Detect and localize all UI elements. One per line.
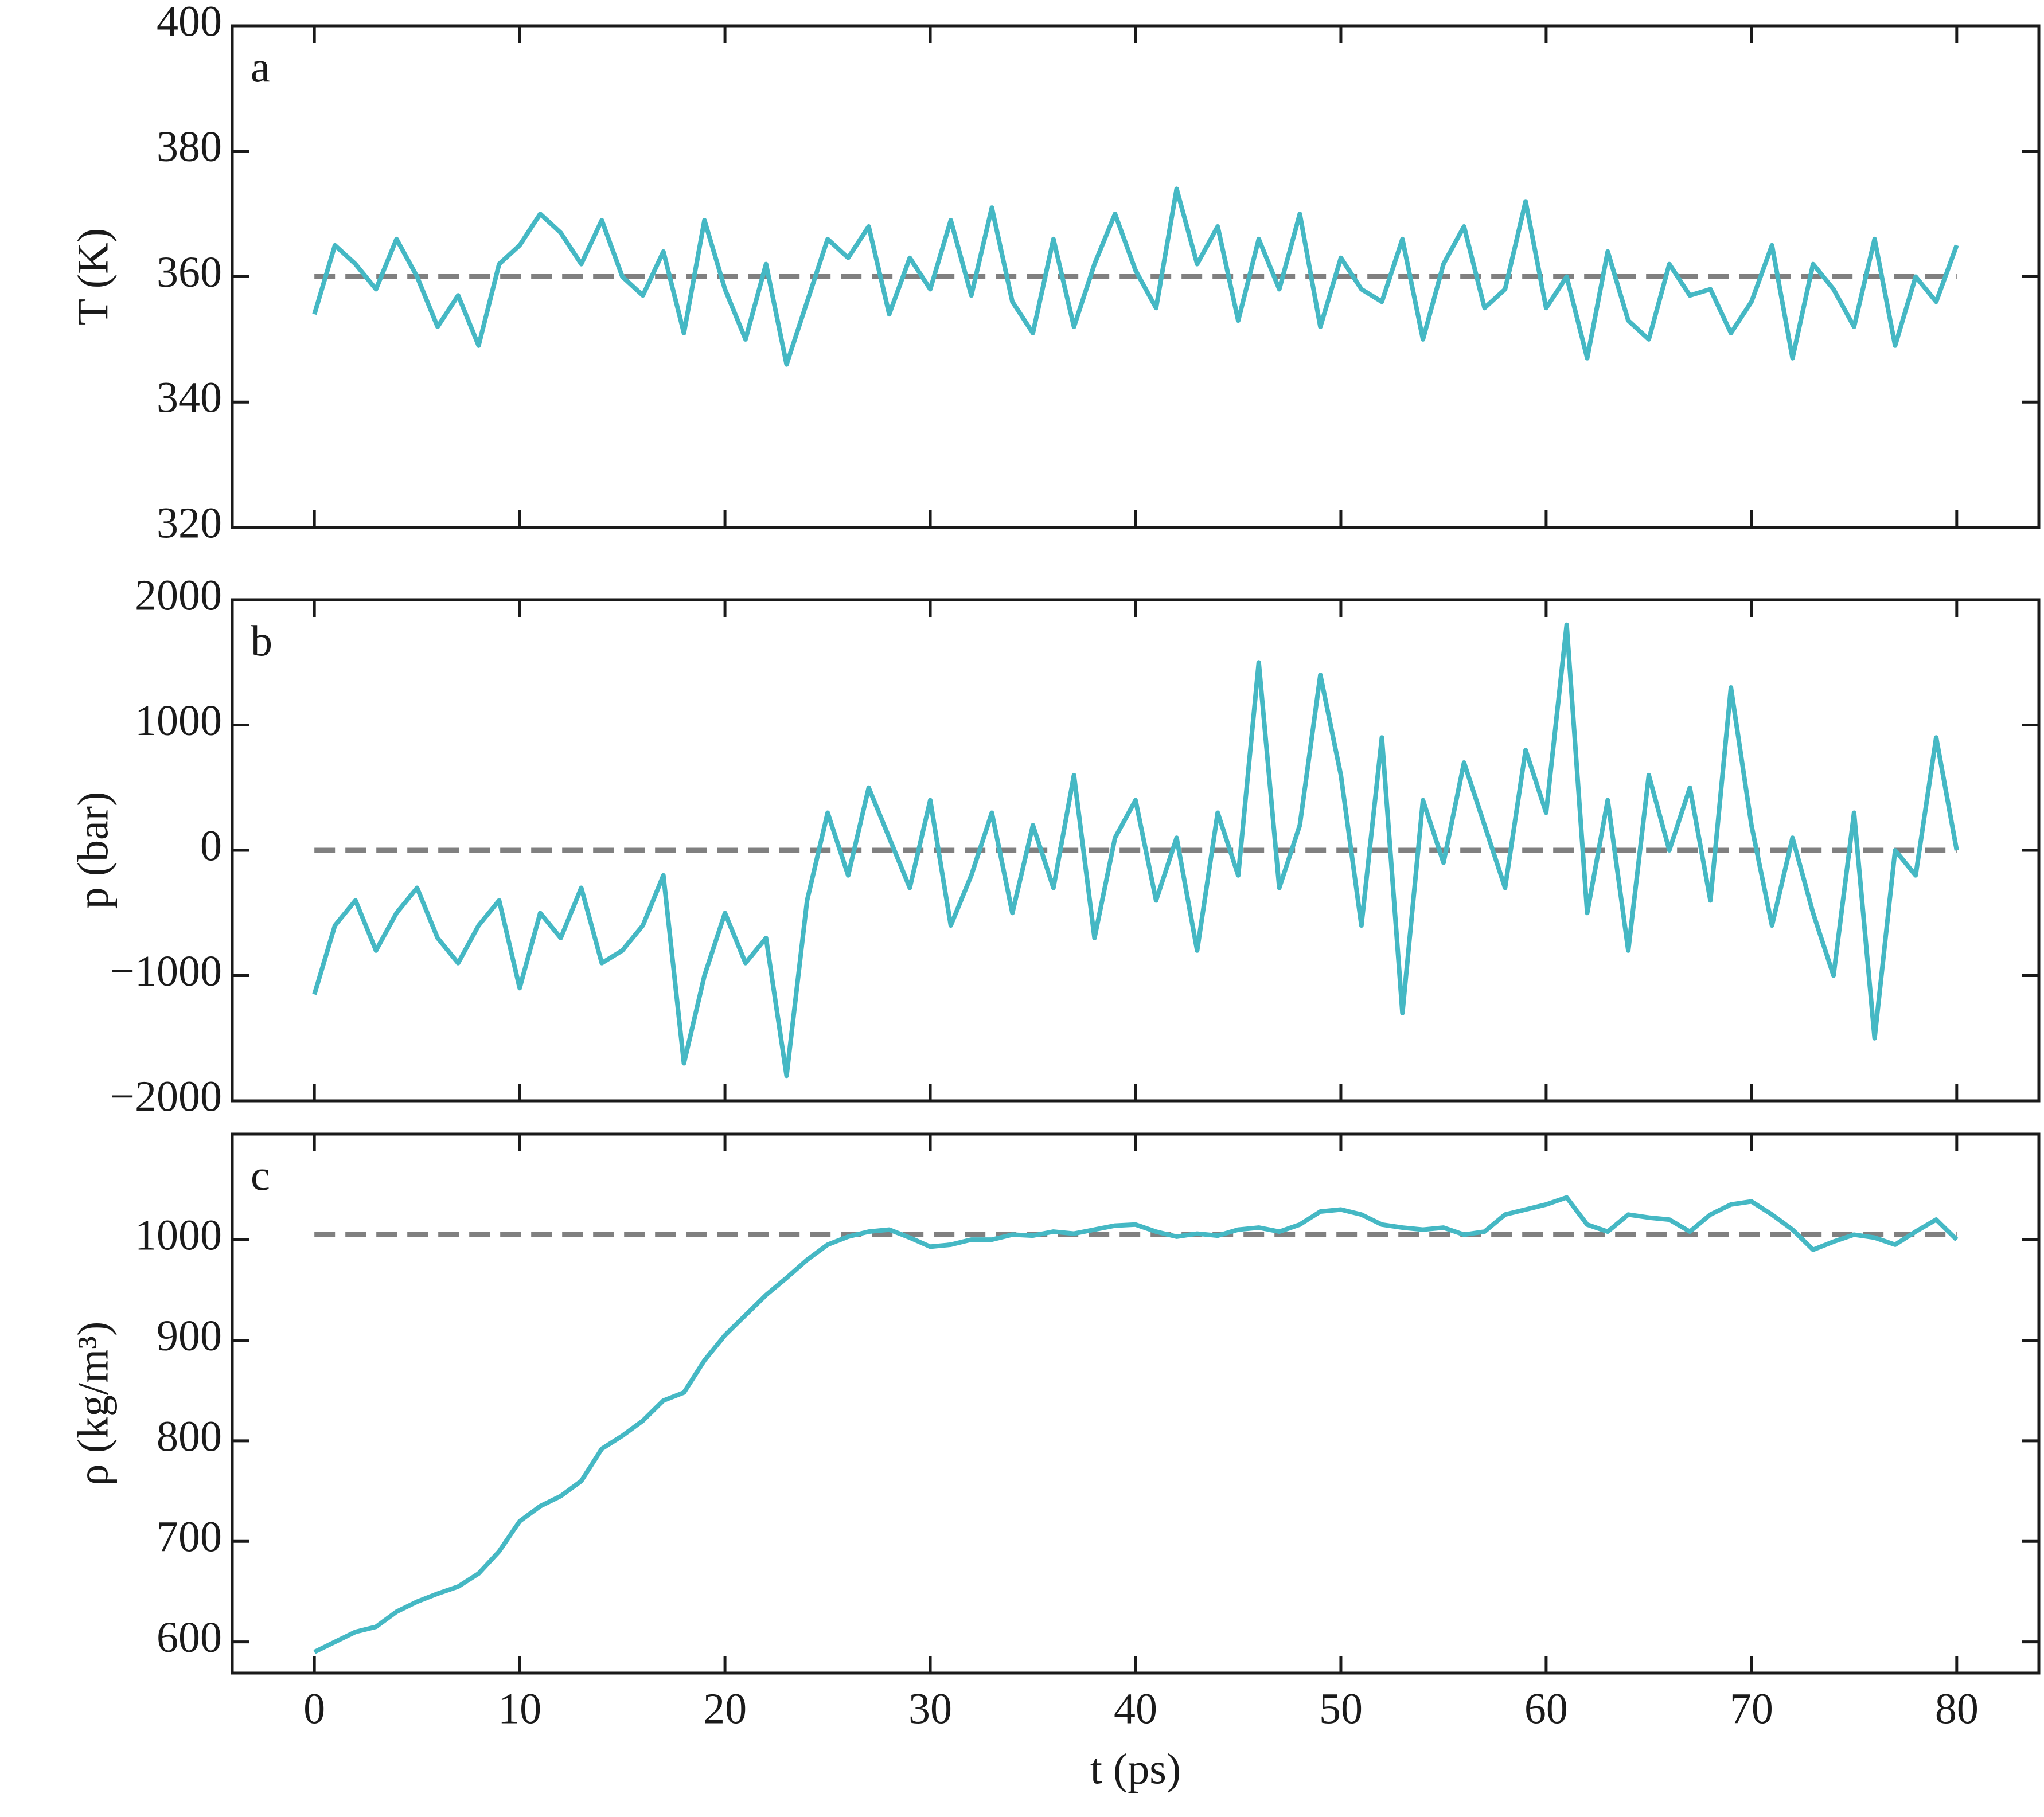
y-tick-label: 800 — [157, 1412, 222, 1460]
x-tick-label: 80 — [1935, 1685, 1979, 1733]
panel-label: c — [251, 1151, 270, 1199]
x-tick-label: 30 — [908, 1685, 952, 1733]
y-tick-label: −1000 — [110, 947, 222, 995]
y-tick-label: 340 — [157, 374, 222, 422]
axes-frame — [231, 598, 2041, 1103]
data-line — [312, 186, 1959, 367]
x-tick-label: 60 — [1524, 1685, 1568, 1733]
axes-frame — [231, 1132, 2041, 1675]
panel-label: b — [251, 617, 272, 665]
y-axis-label: ρ (kg/m³) — [69, 1322, 117, 1486]
x-tick-label: 0 — [303, 1685, 325, 1733]
y-tick-label: 1000 — [135, 697, 222, 745]
x-tick-label: 40 — [1114, 1685, 1157, 1733]
y-tick-label: 900 — [157, 1312, 222, 1360]
x-tick-label: 70 — [1730, 1685, 1773, 1733]
x-tick-label: 50 — [1319, 1685, 1363, 1733]
y-tick-label: 700 — [157, 1513, 222, 1561]
y-tick-label: 0 — [200, 822, 222, 870]
x-axis-label: t (ps) — [1090, 1745, 1181, 1793]
y-tick-label: 320 — [157, 499, 222, 547]
y-tick-label: 2000 — [135, 571, 222, 619]
y-axis-label: p (bar) — [69, 792, 117, 909]
y-tick-label: 600 — [157, 1613, 222, 1662]
y-axis-label: T (K) — [69, 228, 117, 326]
axes-frame — [231, 24, 2041, 529]
data-line — [312, 622, 1959, 1079]
panel-label: a — [251, 43, 270, 91]
y-tick-label: 360 — [157, 248, 222, 296]
y-tick-label: 380 — [157, 123, 222, 171]
x-tick-label: 10 — [498, 1685, 541, 1733]
y-tick-label: 1000 — [135, 1212, 222, 1260]
data-line — [313, 1195, 1959, 1654]
y-tick-label: −2000 — [110, 1072, 222, 1120]
y-tick-label: 400 — [157, 0, 222, 45]
x-tick-label: 20 — [703, 1685, 747, 1733]
